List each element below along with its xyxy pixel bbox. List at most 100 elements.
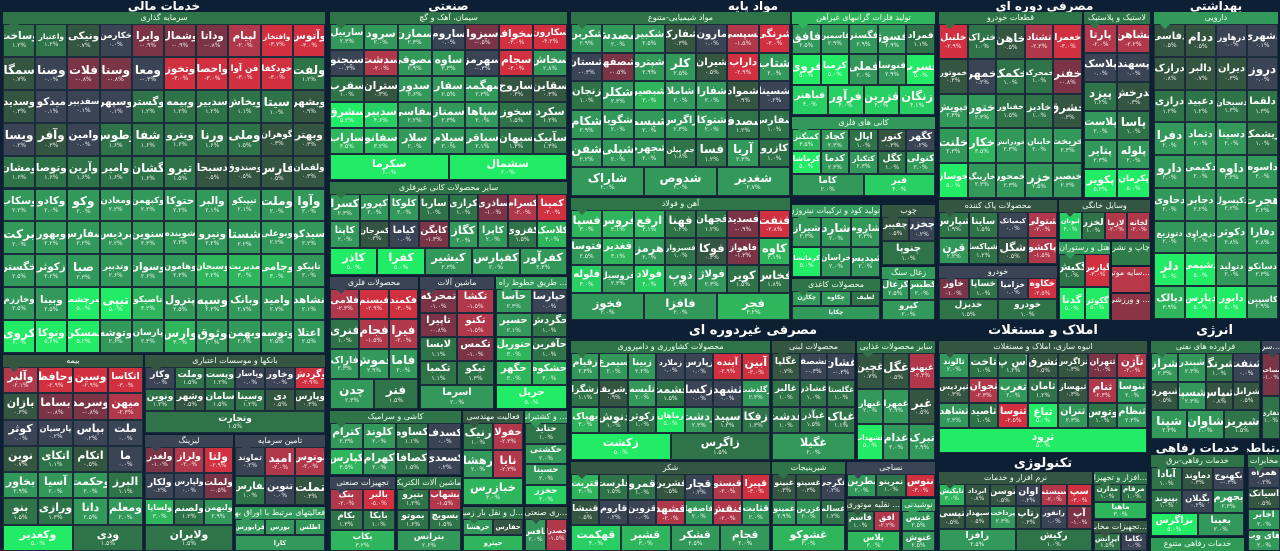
stock-tile[interactable]: رانفور ۰.۰%: [1041, 506, 1067, 529]
stock-tile[interactable]: زبینا ۲.۲%: [627, 353, 657, 380]
stock-tile[interactable]: چکاوه: [821, 291, 851, 306]
stock-tile[interactable]: فزرین ۴.۰%: [863, 84, 900, 115]
stock-tile[interactable]: بکهنوج -۰.۳%: [1213, 467, 1244, 490]
stock-tile[interactable]: فموش۲.۹%: [359, 349, 389, 379]
stock-tile[interactable]: قثابت ۲.۰%: [741, 499, 770, 526]
stock-tile[interactable]: شیراز ۲.۳%: [792, 217, 822, 247]
stock-tile[interactable]: تکمس -۱.۰%: [457, 337, 494, 361]
stock-tile[interactable]: آسیاتک ۰.۵%: [1248, 488, 1280, 509]
stock-tile[interactable]: لوتوس -۲.۰%: [295, 447, 325, 476]
stock-tile[interactable]: ذوب ۲.۹%: [664, 265, 697, 293]
stock-tile[interactable]: زاگرس۲.۳%: [664, 110, 697, 139]
stock-tile[interactable]: کازرو ۱.۰%: [758, 138, 790, 168]
stock-tile[interactable]: سپاها ۲.۰%: [465, 102, 500, 128]
stock-tile[interactable]: فوکا ۰.۳%: [696, 237, 728, 265]
sector-group-header[interactable]: ماشین آلات: [420, 277, 494, 289]
stock-tile[interactable]: آس پ ۱.۲%: [998, 353, 1029, 378]
stock-tile[interactable]: ثرود ۵.۰%: [939, 428, 1147, 453]
stock-tile[interactable]: آریا ۲.۳%: [727, 138, 759, 168]
stock-tile[interactable]: شاوان ۲.۰%: [1187, 410, 1224, 439]
stock-tile[interactable]: ومعا -۰.۳%: [131, 56, 164, 90]
stock-tile[interactable]: بخاور ۲.۹%: [3, 472, 38, 499]
sector-group-header[interactable]: ...سایه موتور: [1112, 267, 1150, 292]
stock-tile[interactable]: فبر ۴.۰%: [863, 173, 935, 196]
stock-tile[interactable]: وهامون ۲.۲%: [164, 254, 197, 288]
stock-tile[interactable]: پشاهن -۲.۲%: [1117, 24, 1150, 53]
stock-tile[interactable]: شصفها-۰.۵%: [602, 52, 634, 82]
stock-tile[interactable]: کیشیر ۲.۳%: [424, 248, 473, 275]
stock-tile[interactable]: بپاس ۰.۲%: [73, 419, 108, 446]
stock-tile[interactable]: فارس۰.۵%: [260, 155, 293, 189]
stock-tile[interactable]: سرود ۲.۰%: [363, 24, 398, 50]
stock-tile[interactable]: لابسا ۱.۱%: [420, 337, 457, 361]
sector-group-header[interactable]: کانی های فلزی: [792, 117, 935, 129]
stock-tile[interactable]: رکیش ۱.۰%: [1015, 528, 1092, 551]
stock-tile[interactable]: بشهاب -۱.۵%: [429, 489, 461, 510]
stock-tile[interactable]: ثامان ۱.۲%: [1028, 378, 1058, 403]
stock-tile[interactable]: سرچشمه۵.۰%: [67, 287, 100, 321]
stock-tile[interactable]: وصندوق ۰.۵%: [228, 155, 261, 189]
stock-tile[interactable]: خفناور ۱.۵%: [996, 93, 1025, 129]
stock-tile[interactable]: خابنان ۲.۰%: [1024, 128, 1054, 164]
sector-group-header[interactable]: ماشین آلات الکتریکی: [397, 477, 461, 489]
stock-tile[interactable]: ختور ۲.۳%: [967, 93, 997, 129]
stock-tile[interactable]: قزوین ۰.۰%: [627, 499, 657, 526]
stock-tile[interactable]: فاسمین ۲.۹%: [820, 24, 850, 55]
stock-tile[interactable]: بسویچ ۱.۵%: [429, 509, 461, 531]
stock-tile[interactable]: سشرق۵.۲%: [330, 102, 364, 128]
stock-tile[interactable]: هرمز ۲.۰%: [633, 237, 665, 265]
stock-tile[interactable]: گدنا ۵.۰%: [1059, 287, 1085, 320]
stock-tile[interactable]: دکیمی ۲.۰%: [1185, 155, 1216, 188]
stock-tile[interactable]: دحاوی ۲.۰%: [1154, 187, 1185, 221]
stock-tile[interactable]: شصدش۲.۰%: [602, 24, 634, 53]
stock-tile[interactable]: مرقام ۱.۰%: [1120, 484, 1147, 502]
stock-tile[interactable]: وافتخار -۳.۷%: [260, 24, 293, 57]
sector-group-header[interactable]: شیرینیجات: [772, 462, 845, 474]
stock-tile[interactable]: غدیس ۲.۵%: [902, 511, 935, 531]
stock-tile[interactable]: فغدیر ۳.۱%: [602, 237, 634, 265]
sector-group-header[interactable]: وسایل خانگی: [1059, 200, 1150, 212]
stock-tile[interactable]: وملت ۲.۰%: [260, 188, 293, 222]
stock-tile[interactable]: زماهان ۵.۰%: [656, 406, 685, 434]
stock-tile[interactable]: کچاد ۲.۳%: [820, 129, 850, 152]
stock-tile[interactable]: وسپهر ۰.۱%: [99, 89, 132, 123]
stock-tile[interactable]: سپ -۳.۰%: [1066, 484, 1092, 507]
stock-tile[interactable]: خریخت۲.۳%: [1053, 128, 1082, 164]
stock-tile[interactable]: فهنا ۱.۲%: [664, 210, 697, 238]
stock-tile[interactable]: ولصنم ۱.۲%: [174, 499, 204, 525]
stock-tile[interactable]: بجهرم ۲.۳%: [1213, 490, 1244, 513]
stock-tile[interactable]: فاسم ۱.۰%: [847, 511, 874, 531]
stock-tile[interactable]: سپید ۱.۳%: [713, 406, 742, 434]
stock-tile[interactable]: اطلس: [295, 519, 325, 535]
stock-tile[interactable]: ولبهمن ۲.۹%: [203, 499, 233, 525]
stock-tile[interactable]: گشان ۱.۶%: [131, 155, 164, 189]
stock-tile[interactable]: غمهرا ۲.۹%: [883, 388, 909, 425]
sector-group-header[interactable]: زغال سنگ: [882, 267, 935, 279]
stock-tile[interactable]: حتوکا ۲.۲%: [164, 188, 197, 222]
stock-tile[interactable]: ساوه ۲.۳%: [431, 50, 466, 76]
stock-tile[interactable]: تکمبا ۱.۱%: [420, 361, 457, 385]
stock-tile[interactable]: پدرخش۰.۳%: [1117, 82, 1150, 111]
stock-tile[interactable]: آبین -۳.۰%: [741, 353, 770, 380]
stock-tile[interactable]: دی ۰.۵%: [265, 389, 295, 411]
stock-tile[interactable]: وتخوز -۳.۰%: [164, 56, 197, 90]
stock-tile[interactable]: سکارون -۴.۲%: [533, 24, 567, 50]
stock-tile[interactable]: رافزا ۲.۵%: [939, 528, 1016, 551]
stock-tile[interactable]: زکسا ۰.۰%: [684, 379, 714, 407]
stock-tile[interactable]: وملت ۱.۵%: [175, 367, 205, 389]
stock-tile[interactable]: خنصیر ۲.۳%: [1053, 163, 1082, 198]
stock-tile[interactable]: ودی ۱.۵%: [73, 524, 143, 551]
stock-tile[interactable]: خودرانش ۲.۳%: [996, 128, 1025, 164]
stock-tile[interactable]: قنیشا ۰.۵%: [571, 499, 600, 526]
stock-tile[interactable]: چفیبر ۰.۵%: [882, 217, 909, 241]
stock-tile[interactable]: وکو ۲.۰%: [67, 188, 100, 222]
stock-tile[interactable]: فباهنر ۴.۰%: [792, 84, 828, 115]
stock-tile[interactable]: کرمیا ۵.۰%: [820, 54, 850, 85]
stock-tile[interactable]: زشگزا ۱.۱%: [571, 379, 600, 407]
sector-group-header[interactable]: مخابرات: [1248, 455, 1280, 467]
stock-tile[interactable]: خپویش۲.۳%: [939, 93, 968, 129]
stock-tile[interactable]: پرداخت ۲.۳%: [990, 506, 1016, 529]
stock-tile[interactable]: هجرت۲.۲%: [1247, 187, 1278, 221]
stock-tile[interactable]: ونیرو ۲.۲%: [196, 221, 229, 255]
stock-tile[interactable]: قشرین۰.۵%: [656, 474, 685, 500]
